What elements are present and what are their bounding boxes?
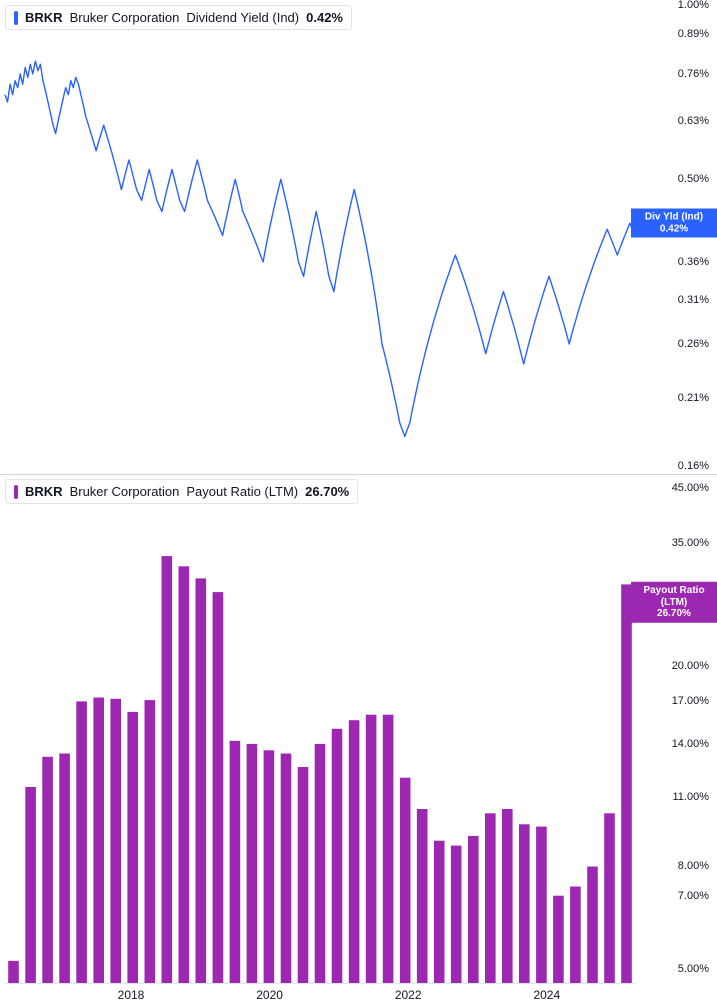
xtick: 2020 <box>256 988 283 1002</box>
legend-metric: Payout Ratio (LTM) <box>186 484 298 499</box>
ytick: 11.00% <box>673 791 710 803</box>
ytick: 0.36% <box>678 256 709 268</box>
yaxis-bottom: 45.00% 35.00% 20.00% 17.00% 14.00% 11.00% 8.00… <box>637 474 717 983</box>
value-tag-dividend-yield: Div Yld (Ind) 0.42% <box>631 209 717 238</box>
legend-metric: Dividend Yield (Ind) <box>186 10 299 25</box>
ytick: 45.00% <box>672 482 709 494</box>
legend-company-name: Bruker Corporation <box>70 10 180 25</box>
legend-ticker: BRKR <box>25 484 63 499</box>
ytick: 14.00% <box>672 738 709 750</box>
line-series <box>5 0 635 474</box>
ytick: 8.00% <box>678 860 709 872</box>
legend-top: BRKR Bruker Corporation Dividend Yield (… <box>5 5 352 30</box>
ytick: 0.16% <box>678 460 709 472</box>
dividend-yield-chart: BRKR Bruker Corporation Dividend Yield (… <box>0 0 717 474</box>
ytick: 5.00% <box>678 963 709 975</box>
ytick: 0.21% <box>678 392 709 404</box>
bar-series <box>5 474 635 983</box>
ytick: 0.89% <box>678 28 709 40</box>
ytick: 7.00% <box>678 890 709 902</box>
ytick: 35.00% <box>672 537 709 549</box>
legend-value: 26.70% <box>305 484 349 499</box>
tag-value: 0.42% <box>637 223 711 235</box>
value-tag-payout-ratio: Payout Ratio (LTM) 26.70% <box>631 582 717 623</box>
ytick: 0.76% <box>678 68 709 80</box>
payout-ratio-chart: BRKR Bruker Corporation Payout Ratio (LT… <box>0 474 717 1005</box>
ytick: 0.63% <box>678 115 709 127</box>
xtick: 2024 <box>533 988 560 1002</box>
ytick: 1.00% <box>678 0 709 11</box>
ytick: 0.26% <box>678 338 709 350</box>
ytick: 20.00% <box>672 660 709 672</box>
tag-value: 26.70% <box>637 608 711 620</box>
ytick: 0.50% <box>678 173 709 185</box>
plot-area-top[interactable] <box>5 0 635 474</box>
legend-marker-bottom <box>14 485 18 499</box>
legend-ticker: BRKR <box>25 10 63 25</box>
legend-company-name: Bruker Corporation <box>70 484 180 499</box>
xtick: 2022 <box>395 988 422 1002</box>
legend-value: 0.42% <box>306 10 343 25</box>
xtick: 2018 <box>118 988 145 1002</box>
ytick: 17.00% <box>672 695 709 707</box>
legend-bottom: BRKR Bruker Corporation Payout Ratio (LT… <box>5 479 358 504</box>
ytick: 0.31% <box>678 294 709 306</box>
xaxis: 2018 2020 2022 2024 <box>5 983 635 1005</box>
legend-marker-top <box>14 11 18 25</box>
tag-title: Payout Ratio (LTM) <box>637 585 711 608</box>
tag-title: Div Yld (Ind) <box>637 212 711 224</box>
plot-area-bottom[interactable] <box>5 474 635 983</box>
